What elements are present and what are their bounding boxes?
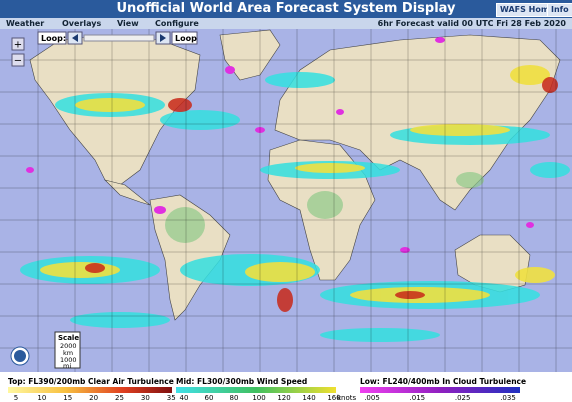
lat-lon-grid xyxy=(0,29,572,372)
menu-view[interactable]: View xyxy=(117,19,139,28)
legend-top-tick: 5 xyxy=(14,394,18,402)
legend-top-tick: 20 xyxy=(89,394,98,402)
legend-mid-tick: 40 xyxy=(180,394,189,402)
legend-mid-tick: 100 xyxy=(252,394,265,402)
legend-mid-bar xyxy=(176,387,336,393)
legend-mid-label: Mid: FL300/300mb Wind Speed xyxy=(176,377,307,386)
jet-streams xyxy=(20,37,570,342)
forecast-time: 6hr Forecast valid 00 UTC Fri 28 Feb 202… xyxy=(377,19,566,28)
legend-mid-tick: 80 xyxy=(230,394,239,402)
legend-top-tick: 25 xyxy=(115,394,124,402)
legend-low-tick: .025 xyxy=(455,394,471,402)
legend-mid-tick: 160 xyxy=(327,394,340,402)
scale-km-value: 2000 xyxy=(60,342,77,350)
legend-top-tick: 15 xyxy=(63,394,72,402)
legend-top-tick: 10 xyxy=(37,394,46,402)
scale-km-unit: km xyxy=(63,349,73,357)
legend-low-tick: .005 xyxy=(364,394,380,402)
scale-title: Scale xyxy=(58,334,79,342)
wafs-home-button[interactable]: WAFS Home xyxy=(496,3,559,17)
legend-bars: Top: FL390/200mb Clear Air Turbulence Mi… xyxy=(8,377,526,402)
map: + − Loop: Loop Scale 2000 km 1000 mi xyxy=(0,29,572,372)
legend-mid-tick: 120 xyxy=(277,394,290,402)
legend-top-bar xyxy=(8,387,172,393)
loop-controls: Loop: Loop xyxy=(37,31,198,45)
page-title: Unofficial World Area Forecast System Di… xyxy=(116,1,456,16)
legend-mid-unit: knots xyxy=(337,394,357,402)
info-button[interactable]: Info xyxy=(547,3,572,17)
legend-top-tick: 30 xyxy=(141,394,150,402)
loop-right-box[interactable] xyxy=(171,31,198,45)
scale-mi-value: 1000 xyxy=(60,356,77,364)
title-bar xyxy=(0,0,572,18)
loop-left-box[interactable] xyxy=(37,31,67,45)
zoom-controls[interactable]: + − xyxy=(11,37,25,67)
legend-low-label: Low: FL240/400mb In Cloud Turbulence xyxy=(360,377,526,386)
legend-mid-tick: 60 xyxy=(205,394,214,402)
menu-overlays[interactable]: Overlays xyxy=(62,19,102,28)
scale-mi-unit: mi xyxy=(63,362,71,370)
legend-low-tick: .015 xyxy=(410,394,426,402)
legend-mid-tick: 140 xyxy=(302,394,315,402)
legend-top-tick: 35 xyxy=(167,394,176,402)
loop-slider[interactable] xyxy=(83,34,155,42)
loop-left-label[interactable]: Loop: xyxy=(41,34,66,43)
menu-weather[interactable]: Weather xyxy=(6,19,45,28)
menu-bar xyxy=(0,18,572,29)
legend-top-label: Top: FL390/200mb Clear Air Turbulence xyxy=(8,377,174,386)
legend-low-tick: .035 xyxy=(500,394,516,402)
svg-text:−: − xyxy=(14,56,22,67)
legend-low-bar xyxy=(360,387,520,393)
loop-right-label[interactable]: Loop xyxy=(175,34,197,43)
svg-text:+: + xyxy=(14,40,22,51)
scale-box: Scale 2000 km 1000 mi xyxy=(10,331,81,370)
menu-configure[interactable]: Configure xyxy=(155,19,199,28)
